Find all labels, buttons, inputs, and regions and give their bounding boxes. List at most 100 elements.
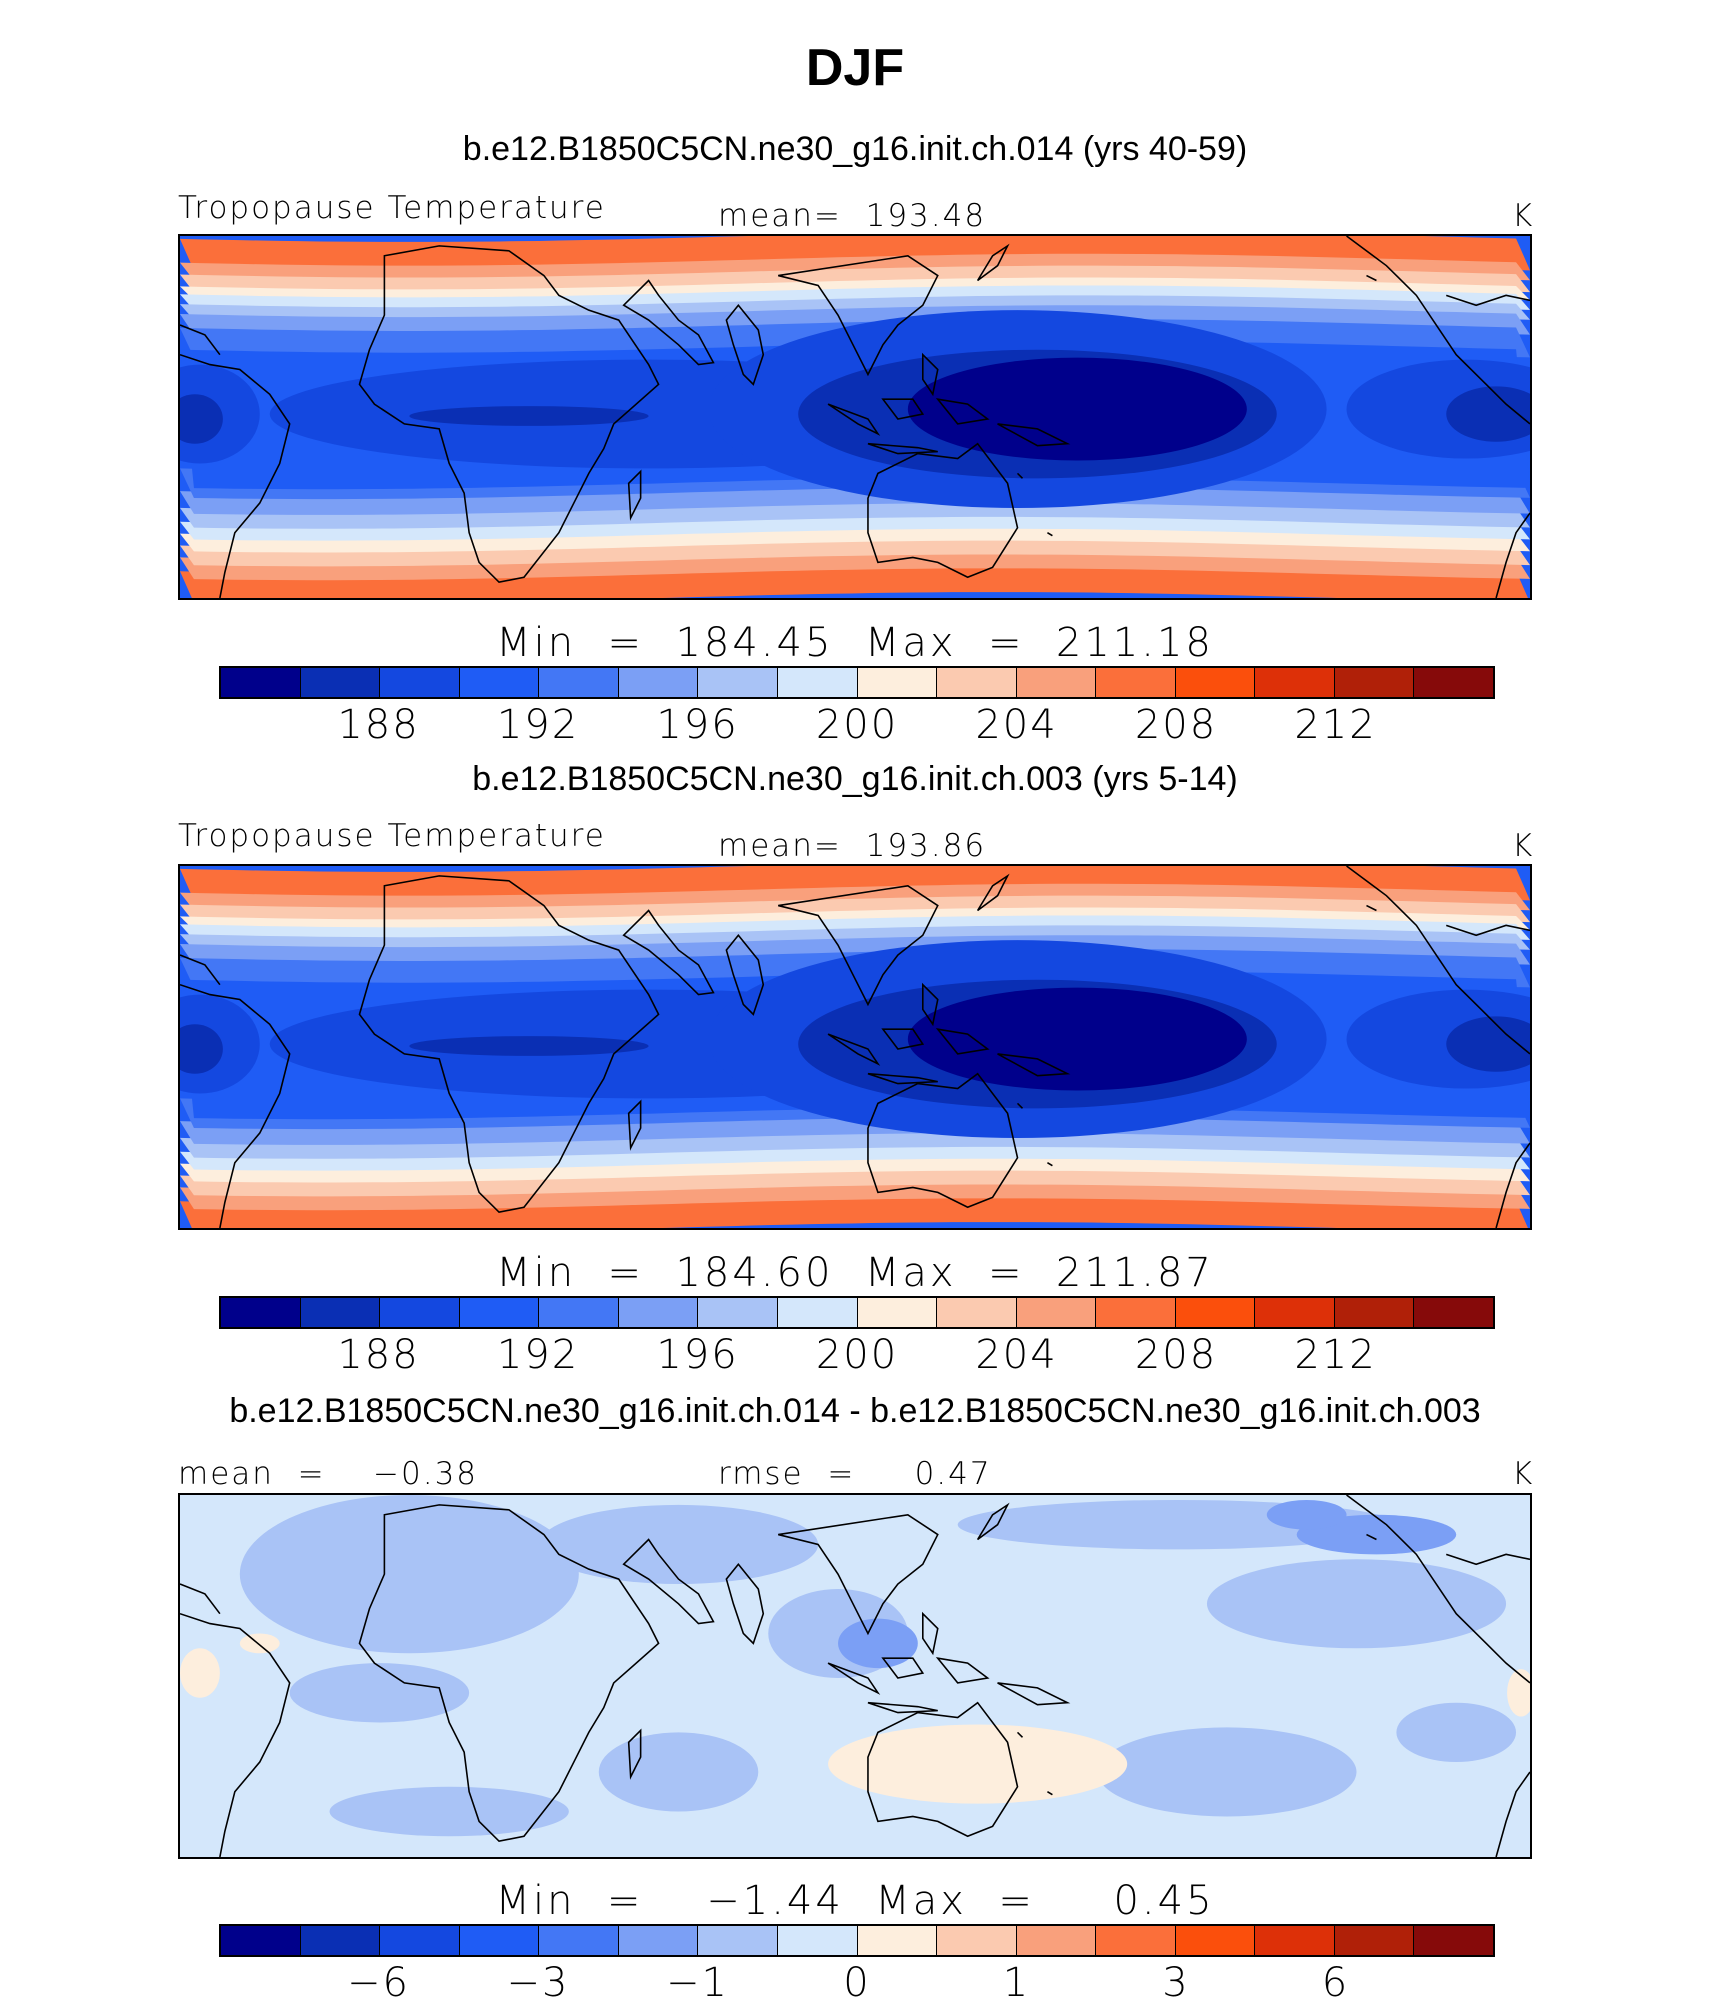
panel-1-minmax: Min = 184.45 Max = 211.18 — [496, 620, 1214, 666]
colorbar-swatch — [1016, 1926, 1097, 1955]
colorbar-tick-label: 208 — [1134, 702, 1218, 748]
panel-1-units-label: K — [1512, 198, 1535, 234]
panel-2-case-title: b.e12.B1850C5CN.ne30_g16.init.ch.003 (yr… — [472, 760, 1238, 798]
colorbar-swatch — [857, 668, 938, 697]
colorbar-swatch — [1334, 1926, 1415, 1955]
colorbar-swatch — [1255, 1298, 1335, 1327]
colorbar-tick-label: 192 — [496, 702, 580, 748]
contour-band — [1206, 1559, 1507, 1649]
contour-band — [180, 394, 223, 444]
colorbar-swatch — [1096, 1926, 1176, 1955]
contour-band — [180, 1166, 1530, 1197]
colorbar-swatch — [300, 1298, 381, 1327]
panel-1-case-title: b.e12.B1850C5CN.ne30_g16.init.ch.014 (yr… — [462, 130, 1248, 168]
main-title: DJF — [805, 39, 905, 97]
colorbar-tick-label: 1 — [1002, 1960, 1031, 2006]
colorbar-swatch — [1175, 668, 1256, 697]
contour-band — [180, 915, 1530, 942]
colorbar-swatch — [777, 668, 858, 697]
panel-3-rmse-label: rmse = 0.47 — [718, 1456, 992, 1492]
panel-2-minmax: Min = 184.60 Max = 211.87 — [496, 1250, 1214, 1296]
coastlines — [180, 866, 1530, 1228]
colorbar-swatch — [1334, 1298, 1415, 1327]
colorbar-tick-label: 204 — [975, 1332, 1058, 1378]
contour-band — [1097, 1727, 1357, 1817]
colorbar-swatch — [221, 1298, 301, 1327]
panel-1-colorbar-labels: 188 192 196 200 204 208 212 — [219, 702, 1495, 750]
contour-band — [598, 1732, 759, 1812]
contour-band — [1296, 1514, 1457, 1555]
colorbar-swatch — [698, 1926, 778, 1955]
colorbar-swatch — [777, 1926, 858, 1955]
contour-band — [1446, 1016, 1530, 1072]
panel-2-variable-label: Tropopause Temperature — [178, 818, 606, 854]
contour-band — [538, 1504, 819, 1585]
contour-band — [180, 1142, 1530, 1171]
colorbar-tick-label: 196 — [656, 702, 739, 748]
colorbar-tick-label: 3 — [1162, 1960, 1190, 2006]
panel-3-colorbar-labels: −6 −3 −1 0 1 3 6 — [219, 1960, 1495, 2008]
contour-band — [180, 305, 1530, 336]
panel-2-map — [178, 864, 1532, 1230]
panel-3-minmax: Min = −1.44 Max = 0.45 — [495, 1878, 1215, 1924]
panel-3-units-label: K — [1512, 1456, 1535, 1492]
colorbar-swatch — [221, 1926, 301, 1955]
colorbar-tick-label: 0 — [843, 1960, 871, 2006]
contour-band — [180, 1154, 1530, 1183]
colorbar-swatch — [937, 668, 1017, 697]
contour-band — [180, 285, 1530, 312]
contour-band — [180, 236, 1530, 272]
contour-band — [907, 987, 1247, 1091]
panel-1-mean-label: mean= 193.48 — [718, 198, 987, 234]
panel-2-colorbar-labels: 188 192 196 200 204 208 212 — [219, 1332, 1495, 1380]
colorbar-swatch — [1175, 1926, 1256, 1955]
colorbar-swatch — [380, 668, 460, 697]
colorbar-swatch — [380, 1926, 460, 1955]
colorbar-swatch — [937, 1298, 1017, 1327]
colorbar-swatch — [459, 1298, 540, 1327]
contour-band — [180, 895, 1530, 924]
coastlines — [180, 236, 1530, 598]
coastlines — [180, 1495, 1530, 1857]
contour-band — [180, 866, 1530, 902]
contour-band — [180, 499, 1530, 529]
panel-2-units-label: K — [1512, 828, 1535, 864]
colorbar-swatch — [300, 1926, 381, 1955]
contour-band — [180, 925, 1530, 952]
contour-band — [1446, 386, 1530, 442]
colorbar-swatch — [539, 668, 619, 697]
colorbar-swatch — [459, 668, 540, 697]
colorbar-swatch — [857, 1298, 938, 1327]
colorbar-swatch — [539, 1926, 619, 1955]
contour-band — [1396, 1702, 1517, 1763]
colorbar-tick-label: 192 — [496, 1332, 580, 1378]
panel-2-mean-label: mean= 193.86 — [718, 828, 987, 864]
colorbar-swatch — [1255, 1926, 1335, 1955]
colorbar-tick-label: 204 — [975, 702, 1058, 748]
panel-1-colorbar — [219, 666, 1495, 699]
contour-band — [180, 265, 1530, 294]
colorbar-swatch — [1255, 668, 1335, 697]
colorbar-swatch — [618, 1926, 699, 1955]
colorbar-swatch — [459, 1926, 540, 1955]
contour-band — [180, 935, 1530, 966]
colorbar-swatch — [1096, 668, 1176, 697]
panel-3-case-title: b.e12.B1850C5CN.ne30_g16.init.ch.014 - b… — [229, 1392, 1481, 1430]
contour-band — [180, 1024, 223, 1074]
contour-band — [180, 1192, 1528, 1228]
colorbar-tick-label: 188 — [337, 1332, 420, 1378]
colorbar-tick-label: −3 — [506, 1960, 570, 2006]
contour-band — [180, 1648, 220, 1698]
contour-band — [180, 524, 1530, 553]
panel-2-colorbar — [219, 1296, 1495, 1329]
colorbar-tick-label: 212 — [1294, 1332, 1377, 1378]
colorbar-swatch — [1016, 668, 1097, 697]
colorbar-swatch — [221, 668, 301, 697]
contour-band — [907, 357, 1247, 461]
colorbar-swatch — [698, 1298, 778, 1327]
colorbar-tick-label: −6 — [347, 1960, 410, 2006]
contour-band — [289, 1663, 470, 1723]
panel-3-map — [178, 1493, 1532, 1859]
panel-1-map — [178, 234, 1532, 600]
contour-band — [828, 1724, 1128, 1804]
